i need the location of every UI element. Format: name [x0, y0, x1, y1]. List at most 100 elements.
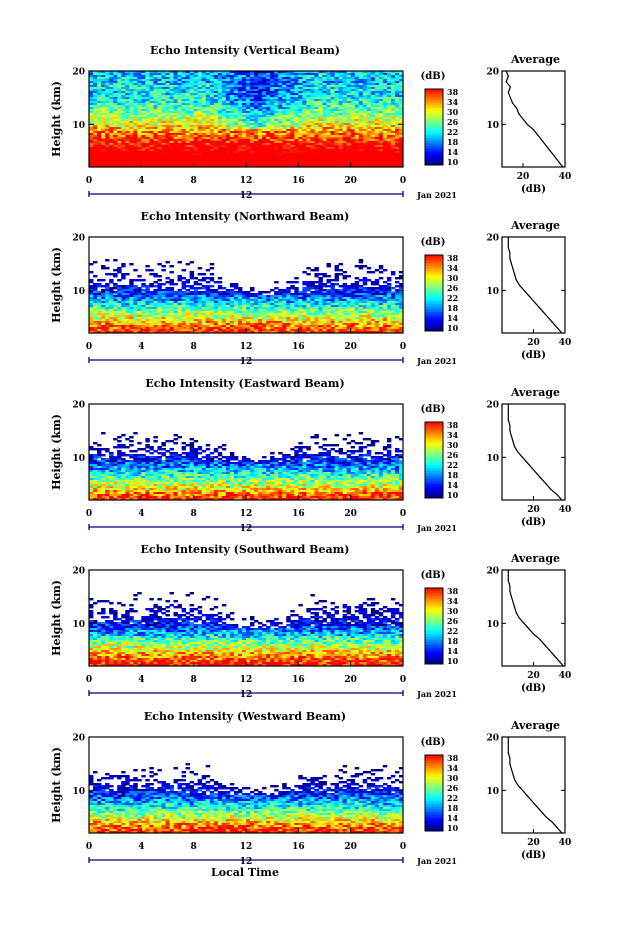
heatmap-cell [157, 149, 162, 152]
heatmap-cell [246, 99, 251, 102]
heatmap-cell [117, 291, 122, 294]
heatmap-cell [161, 131, 166, 134]
heatmap-cell [246, 153, 251, 156]
heatmap-cell [294, 91, 299, 94]
heatmap-cell [246, 123, 251, 126]
heatmap-cell [378, 91, 384, 94]
heatmap-cell [366, 151, 372, 154]
heatmap-cell [386, 77, 392, 80]
heatmap-cell [129, 109, 134, 112]
heatmap-cell [270, 155, 275, 158]
heatmap-cell [250, 293, 255, 296]
heatmap-cell [157, 161, 162, 164]
heatmap-cell [189, 143, 195, 146]
heatmap-cell [113, 91, 118, 94]
heatmap-cell [390, 129, 396, 132]
heatmap-cell [382, 93, 388, 96]
heatmap-cell [225, 117, 231, 120]
heatmap-cell [113, 115, 118, 118]
heatmap-cell [258, 71, 263, 74]
heatmap-cell [282, 119, 287, 122]
heatmap-cell [370, 75, 376, 78]
heatmap-cell [209, 117, 215, 120]
heatmap-cell [274, 99, 279, 102]
heatmap-cell [338, 123, 344, 126]
heatmap-cell [153, 97, 158, 100]
heatmap-cell [354, 125, 360, 128]
heatmap-cell [197, 149, 203, 152]
heatmap-cell [378, 271, 384, 274]
heatmap-cell [374, 123, 380, 126]
heatmap-cell [201, 79, 207, 82]
heatmap-cell [189, 141, 195, 144]
profile-point [545, 145, 547, 147]
heatmap-cell [366, 107, 372, 110]
heatmap-cell [350, 289, 356, 292]
heatmap-cell [129, 75, 134, 78]
heatmap-cell [326, 149, 331, 152]
heatmap-cell [262, 107, 267, 110]
heatmap-cell [378, 133, 384, 136]
heatmap-cell [282, 77, 287, 80]
heatmap-cell [270, 91, 275, 94]
heatmap-cell [141, 123, 146, 126]
heatmap-cell [157, 153, 162, 156]
heatmap-cell [294, 111, 299, 114]
heatmap-cell [278, 105, 283, 108]
heatmap-cell [189, 91, 195, 94]
heatmap-cell [258, 129, 263, 132]
heatmap-cell [294, 107, 299, 110]
heatmap-cell [282, 155, 287, 158]
heatmap-cell [266, 97, 271, 100]
heatmap-cell [246, 147, 251, 150]
heatmap-cell [382, 101, 388, 104]
heatmap-cell [258, 99, 263, 102]
heatmap-cell [378, 105, 384, 108]
heatmap-cell [302, 161, 307, 164]
heatmap-cell [374, 99, 380, 102]
heatmap-cell [282, 87, 287, 90]
heatmap-cell [157, 119, 162, 122]
heatmap-cell [241, 119, 247, 122]
heatmap-cell [286, 157, 291, 160]
heatmap-cell [141, 129, 146, 132]
heatmap-cell [137, 125, 142, 128]
heatmap-cell [270, 135, 275, 138]
heatmap-cell [266, 159, 271, 162]
heatmap-cell [314, 127, 319, 130]
heatmap-cell [153, 89, 158, 92]
heatmap-cell [342, 275, 348, 278]
heatmap-cell [153, 137, 158, 140]
heatmap-cell [157, 131, 162, 134]
heatmap-cell [326, 73, 331, 76]
heatmap-cell [237, 157, 243, 160]
heatmap-cell [93, 109, 98, 112]
heatmap-cell [374, 85, 380, 88]
heatmap-cell [237, 151, 243, 154]
heatmap-cell [354, 111, 360, 114]
heatmap-cell [338, 127, 344, 130]
heatmap-cell [362, 281, 368, 284]
heatmap-cell [354, 109, 360, 112]
heatmap-cell [189, 149, 195, 152]
heatmap-cell [362, 159, 368, 162]
heatmap-cell [322, 103, 327, 106]
heatmap-cell [161, 89, 166, 92]
heatmap-cell [169, 291, 174, 294]
heatmap-cell [358, 261, 364, 264]
heatmap-cell [258, 159, 263, 162]
heatmap-cell [161, 293, 166, 296]
heatmap-cell [209, 267, 215, 270]
heatmap-cell [270, 99, 275, 102]
heatmap-cell [113, 159, 118, 162]
heatmap-cell [314, 103, 319, 106]
heatmap-cell [310, 105, 315, 108]
heatmap-cell [189, 153, 195, 156]
heatmap-cell [229, 79, 235, 82]
heatmap-cell [374, 153, 380, 156]
heatmap-cell [221, 125, 227, 128]
colorbar-swatch [425, 137, 443, 141]
heatmap-cell [97, 101, 102, 104]
heatmap-cell [398, 159, 404, 162]
heatmap-cell [306, 111, 311, 114]
